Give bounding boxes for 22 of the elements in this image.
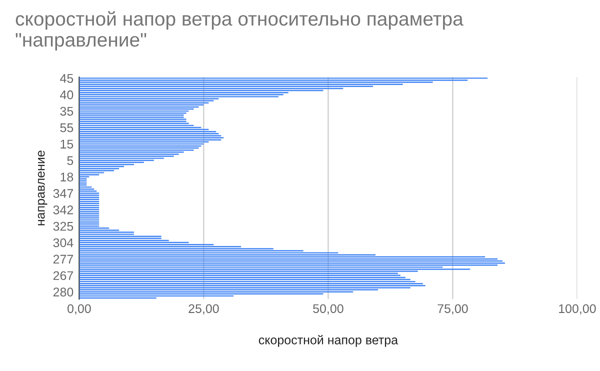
y-tick-label: 277 bbox=[53, 254, 74, 264]
chart-title: скоростной напор ветра относительно параметра "направление" bbox=[16, 11, 464, 51]
y-tick-label: 304 bbox=[53, 238, 74, 248]
y-tick-label: 15 bbox=[60, 140, 74, 149]
x-tick-label: 0,00 bbox=[68, 304, 91, 315]
y-axis-title: направление bbox=[38, 150, 48, 226]
y-tick-label: 325 bbox=[53, 222, 74, 231]
x-tick-label: 50,00 bbox=[313, 304, 344, 315]
y-tick-label: 45 bbox=[60, 74, 74, 83]
y-tick-label: 18 bbox=[60, 172, 74, 182]
x-tick-label: 25,00 bbox=[188, 304, 219, 315]
x-tick-label: 75,00 bbox=[438, 304, 468, 315]
y-tick-label: 5 bbox=[67, 156, 74, 166]
x-axis-title: скоростной напор ветра bbox=[258, 334, 398, 347]
y-tick-label: 267 bbox=[53, 271, 74, 280]
y-tick-label: 40 bbox=[60, 90, 74, 100]
y-tick-label: 347 bbox=[53, 189, 74, 198]
x-tick-label: 100,00 bbox=[559, 304, 596, 315]
y-tick-label: 342 bbox=[53, 205, 74, 214]
y-tick-label: 55 bbox=[60, 123, 74, 132]
y-tick-label: 280 bbox=[53, 288, 74, 296]
y-tick-label: 35 bbox=[60, 106, 74, 116]
